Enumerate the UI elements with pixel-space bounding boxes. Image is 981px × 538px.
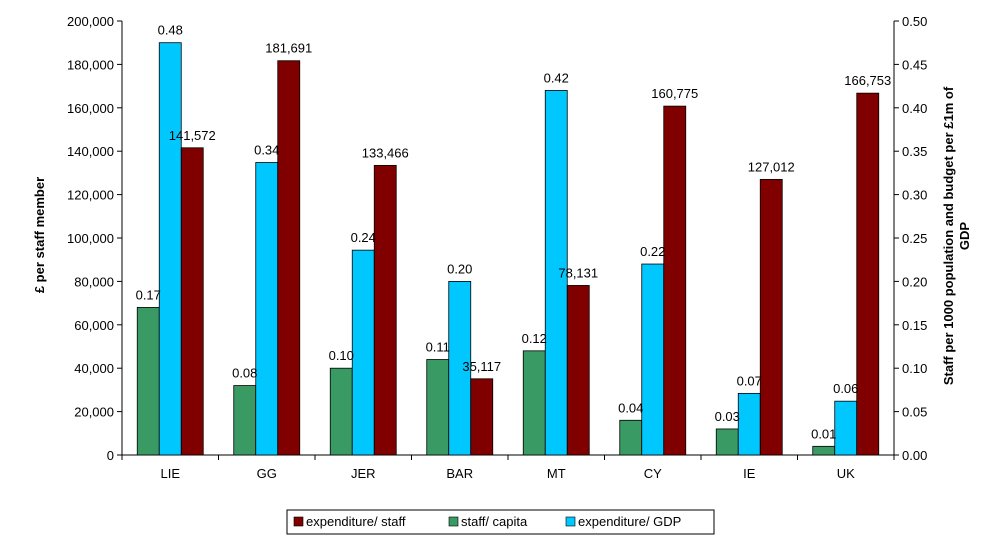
bar: [373, 164, 397, 456]
bar: [566, 285, 590, 456]
data-label: 141,572: [169, 128, 216, 143]
legend-label-expenditure-gdp: expenditure/ GDP: [578, 514, 681, 529]
bar: [812, 445, 836, 456]
bar: [619, 419, 643, 456]
bar: [856, 92, 880, 456]
y-tick-label: 100,000: [67, 231, 114, 246]
data-label: 0.03: [715, 409, 740, 424]
bar: [426, 359, 450, 456]
y-tick-label: 40,000: [74, 361, 114, 376]
y2-axis-title-line2: GDP: [957, 222, 972, 251]
legend-swatch-expenditure-staff: [293, 516, 304, 527]
y2-tick-label: 0.45: [902, 57, 927, 72]
bar: [834, 400, 858, 456]
x-tick-label: GG: [257, 466, 277, 481]
bar: [277, 60, 301, 456]
bar: [448, 280, 472, 456]
data-labels: 0.17 0.08 0.10 0.11 0.12 0.04 0.03 0.01 0.48 0.34…: [136, 23, 892, 442]
data-label: 181,691: [265, 41, 312, 56]
legend: expenditure/ staff staff/ capita expendi…: [286, 509, 715, 535]
data-label: 0.48: [158, 23, 183, 38]
data-label: 0.08: [232, 366, 257, 381]
bar: [351, 249, 375, 456]
y2-tick-label: 0.10: [902, 361, 927, 376]
y2-tick-label: 0.15: [902, 318, 927, 333]
x-tick-label: JER: [351, 466, 376, 481]
data-label: 0.42: [544, 70, 569, 85]
y-tick-label: 160,000: [67, 101, 114, 116]
y2-tick-label: 0.05: [902, 405, 927, 420]
data-label: 160,775: [651, 86, 698, 101]
bar: [136, 307, 160, 456]
bar: [180, 147, 204, 456]
data-label: 0.22: [640, 244, 665, 259]
data-label: 35,117: [462, 359, 501, 374]
x-tick-label: MT: [547, 466, 566, 481]
legend-swatch-expenditure-gdp: [565, 516, 576, 527]
y2-tick-label: 0.25: [902, 231, 927, 246]
y2-tick-label: 0.30: [902, 188, 927, 203]
y-tick-label: 80,000: [74, 274, 114, 289]
data-label: 0.34: [254, 142, 279, 157]
bar: [329, 367, 353, 456]
bar: [233, 385, 257, 456]
bar: [544, 90, 568, 456]
bar: [158, 42, 182, 456]
bars: [136, 42, 880, 456]
bar: [255, 162, 279, 456]
data-label: 0.06: [833, 381, 858, 396]
y-tick-label: 120,000: [67, 188, 114, 203]
y-tick-label: 140,000: [67, 144, 114, 159]
y2-tick-label: 0.20: [902, 274, 927, 289]
data-label: 0.17: [136, 287, 161, 302]
y-tick-label: 200,000: [67, 14, 114, 29]
data-label: 0.12: [522, 331, 547, 346]
bar: [522, 350, 546, 456]
y-axis-title: £ per staff member: [32, 177, 47, 293]
data-label: 127,012: [748, 159, 795, 174]
data-label: 0.20: [447, 261, 472, 276]
y-tick-label: 60,000: [74, 318, 114, 333]
legend-label-expenditure-staff: expenditure/ staff: [306, 514, 406, 529]
data-label: 166,753: [844, 73, 891, 88]
legend-label-staff-capita: staff/ capita: [461, 514, 528, 529]
data-label: 0.11: [426, 340, 450, 355]
bar: [737, 392, 761, 456]
x-tick-label: CY: [644, 466, 662, 481]
data-label: 0.04: [618, 400, 643, 415]
y-tick-label: 20,000: [74, 405, 114, 420]
bar: [470, 378, 494, 456]
bar: [715, 428, 739, 456]
y-tick-label: 0: [107, 448, 114, 463]
data-label: 0.10: [329, 348, 354, 363]
y-tick-label: 180,000: [67, 57, 114, 72]
y2-tick-label: 0.35: [902, 144, 927, 159]
data-label: 0.01: [811, 426, 836, 441]
data-label: 0.24: [351, 230, 376, 245]
y2-axis-title-line1: Staff per 1000 population and budget per…: [941, 86, 956, 385]
bar: [759, 178, 783, 456]
legend-box: [286, 509, 715, 535]
y2-tick-label: 0.40: [902, 101, 927, 116]
x-tick-label: BAR: [446, 466, 473, 481]
axes: 0 20,000 40,000 60,000 80,000 100,000 120,000 1…: [67, 14, 927, 481]
data-label: 78,131: [558, 265, 598, 280]
data-label: 133,466: [362, 145, 409, 160]
x-tick-label: UK: [837, 466, 855, 481]
bar: [663, 105, 687, 456]
bar: [641, 263, 665, 456]
y2-tick-label: 0.50: [902, 14, 927, 29]
x-tick-label: LIE: [160, 466, 180, 481]
y2-tick-label: 0.00: [902, 448, 927, 463]
x-tick-label: IE: [743, 466, 756, 481]
legend-swatch-staff-capita: [448, 516, 459, 527]
data-label: 0.07: [737, 373, 762, 388]
